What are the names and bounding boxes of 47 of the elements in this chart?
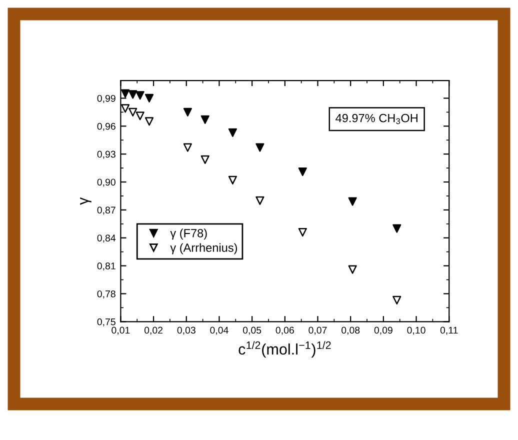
y-tick-label: 0,87	[97, 206, 116, 215]
x-tick-label: 0,07	[308, 326, 327, 335]
x-tick-label: 0,10	[407, 326, 426, 335]
point	[136, 91, 144, 100]
y-tick-label: 0,78	[97, 290, 116, 298]
y-tick-label: 0,96	[97, 122, 116, 131]
x-tick-label: 0,04	[210, 326, 228, 335]
point	[120, 104, 130, 113]
x-tick-label: 0,08	[342, 326, 360, 335]
point	[228, 128, 237, 137]
point	[348, 197, 357, 206]
point	[298, 228, 307, 237]
y-tick-label: 0,75	[97, 318, 116, 326]
y-tick-label: 0,90	[97, 178, 116, 187]
point	[392, 224, 402, 233]
point	[128, 108, 138, 116]
point	[144, 117, 154, 126]
x-tick-label: 0,09	[374, 326, 392, 335]
point	[120, 89, 130, 98]
point	[200, 115, 210, 124]
point	[256, 196, 264, 205]
y-tick-label: 0,93	[97, 150, 116, 159]
point	[256, 143, 264, 152]
point	[392, 296, 402, 305]
x-tick-label: 0,03	[177, 326, 196, 335]
point	[136, 112, 144, 120]
y-tick-label: 0,84	[97, 234, 116, 243]
x-axis-title: c$^{1/2}$(mol.l$^{−1}$)$^{1/2}$	[238, 341, 331, 358]
x-tick-label: 0,06	[276, 326, 294, 335]
point	[128, 90, 138, 99]
point	[144, 94, 154, 103]
x-tick-label: 0,01	[112, 326, 130, 335]
point	[183, 143, 192, 152]
x-tick-label: 0,05	[242, 326, 262, 335]
point	[183, 108, 192, 116]
y-tick-label: 0,81	[97, 262, 116, 271]
annotation: 49.97% CH$_{3}$OH	[336, 114, 418, 124]
legend-label: γ (F78)	[170, 228, 207, 240]
x-tick-label: 0,02	[144, 326, 163, 335]
point	[200, 155, 210, 164]
point	[228, 176, 237, 184]
legend-label: γ (Arrhenius)	[170, 243, 238, 254]
point	[348, 265, 357, 274]
y-tick-label: 0,99	[97, 94, 116, 103]
x-tick-label: 0,11	[440, 326, 458, 335]
y-axis-title: γ	[80, 197, 92, 205]
point	[298, 167, 307, 176]
